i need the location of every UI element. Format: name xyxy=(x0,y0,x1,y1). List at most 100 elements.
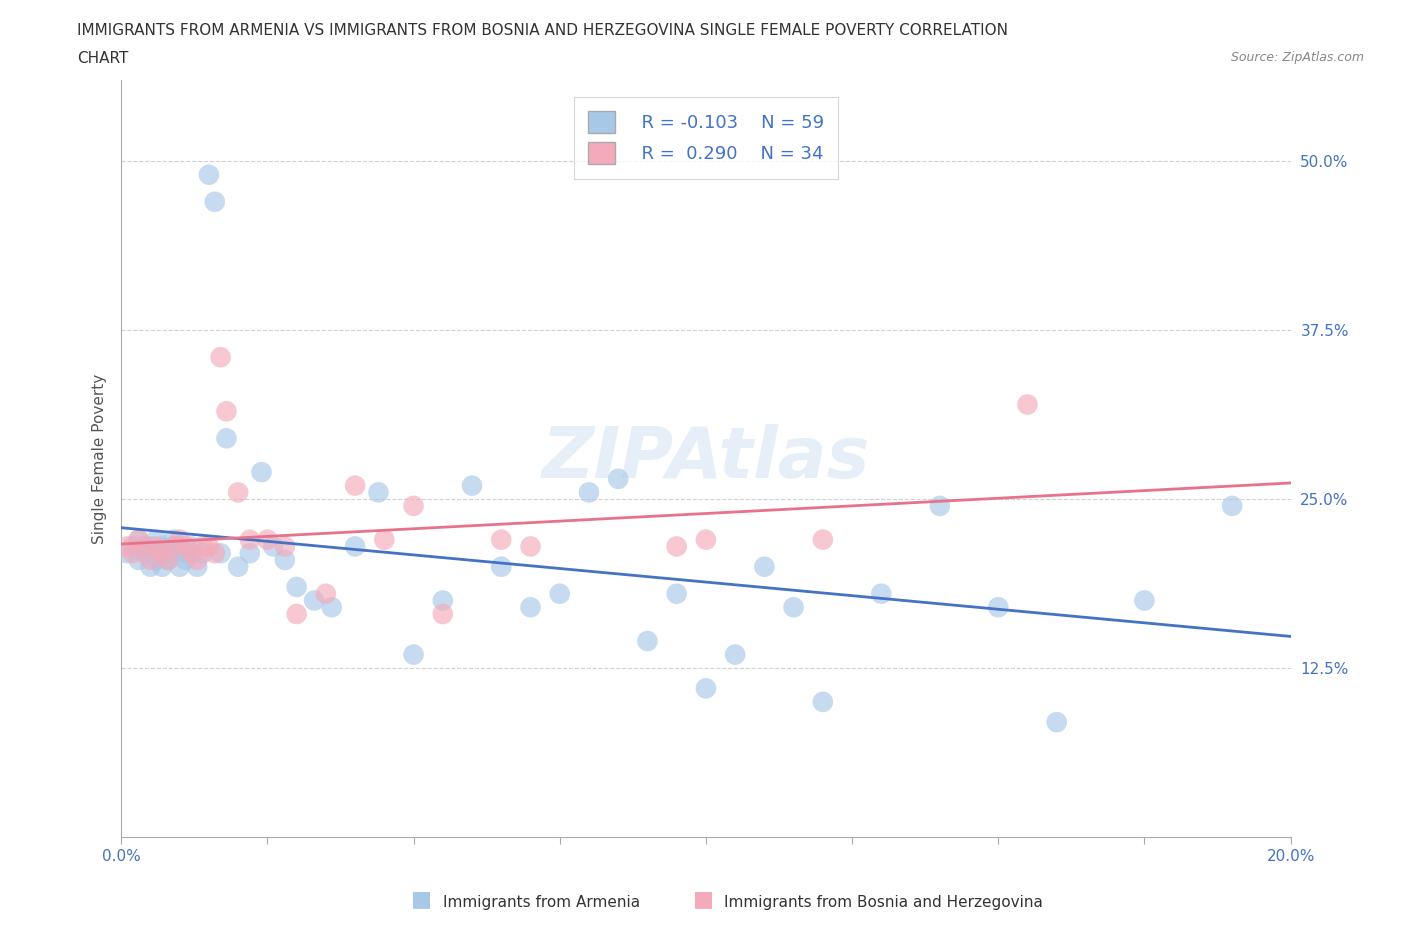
Point xyxy=(150,546,173,561)
Point xyxy=(344,539,367,554)
Point xyxy=(215,404,238,418)
Point xyxy=(156,552,179,567)
Point xyxy=(665,539,688,554)
Point xyxy=(811,695,834,710)
Point xyxy=(1220,498,1243,513)
Point xyxy=(782,600,804,615)
Point xyxy=(145,532,167,547)
Point xyxy=(519,539,541,554)
Point xyxy=(150,539,173,554)
Point xyxy=(128,552,150,567)
Point xyxy=(198,539,221,554)
Point xyxy=(180,546,202,561)
Point xyxy=(987,600,1010,615)
Text: ZIPAtlas: ZIPAtlas xyxy=(541,424,870,493)
Point xyxy=(665,586,688,601)
Point xyxy=(491,559,513,574)
Point xyxy=(1046,715,1069,730)
Point xyxy=(169,539,191,554)
Point xyxy=(461,478,484,493)
Point xyxy=(695,681,717,696)
Point xyxy=(198,167,221,182)
Point xyxy=(315,586,337,601)
Point xyxy=(191,539,214,554)
Point xyxy=(169,532,191,547)
Point xyxy=(226,559,249,574)
Point xyxy=(134,546,156,561)
Point xyxy=(491,532,513,547)
Point xyxy=(636,633,658,648)
Point xyxy=(578,485,600,499)
Point xyxy=(128,532,150,547)
Point xyxy=(134,539,156,554)
Point xyxy=(870,586,893,601)
Point xyxy=(174,539,197,554)
Point xyxy=(204,546,226,561)
Point xyxy=(186,552,208,567)
Text: CHART: CHART xyxy=(77,51,129,66)
Point xyxy=(811,532,834,547)
Point xyxy=(239,532,262,547)
Point xyxy=(145,552,167,567)
Point xyxy=(150,559,173,574)
Point xyxy=(519,600,541,615)
Point xyxy=(139,559,162,574)
Point xyxy=(174,552,197,567)
Point xyxy=(274,552,297,567)
Point xyxy=(373,532,395,547)
Point xyxy=(139,539,162,554)
Point xyxy=(150,546,173,561)
Text: ■: ■ xyxy=(693,889,713,910)
Point xyxy=(1133,593,1156,608)
Point xyxy=(209,350,232,365)
Point xyxy=(754,559,776,574)
Point xyxy=(250,465,273,480)
Point xyxy=(607,472,630,486)
Point xyxy=(163,539,186,554)
Point xyxy=(302,593,325,608)
Text: Source: ZipAtlas.com: Source: ZipAtlas.com xyxy=(1230,51,1364,64)
Point xyxy=(724,647,747,662)
Point xyxy=(321,600,343,615)
Point xyxy=(239,546,262,561)
Point xyxy=(180,539,202,554)
Point xyxy=(191,546,214,561)
Point xyxy=(115,539,138,554)
Text: Immigrants from Armenia: Immigrants from Armenia xyxy=(443,895,640,910)
Point xyxy=(262,539,284,554)
Point xyxy=(163,532,186,547)
Point xyxy=(432,606,454,621)
Point xyxy=(928,498,950,513)
Point xyxy=(548,586,571,601)
Point xyxy=(186,559,208,574)
Legend:   R = -0.103    N = 59,   R =  0.290    N = 34: R = -0.103 N = 59, R = 0.290 N = 34 xyxy=(574,97,838,179)
Text: IMMIGRANTS FROM ARMENIA VS IMMIGRANTS FROM BOSNIA AND HERZEGOVINA SINGLE FEMALE : IMMIGRANTS FROM ARMENIA VS IMMIGRANTS FR… xyxy=(77,23,1008,38)
Point xyxy=(285,606,308,621)
Point xyxy=(695,532,717,547)
Point xyxy=(174,546,197,561)
Point xyxy=(402,647,425,662)
Point xyxy=(122,539,145,554)
Point xyxy=(139,552,162,567)
Point xyxy=(1017,397,1039,412)
Point xyxy=(209,546,232,561)
Point xyxy=(169,559,191,574)
Point xyxy=(256,532,278,547)
Point xyxy=(115,546,138,561)
Point xyxy=(432,593,454,608)
Text: ■: ■ xyxy=(412,889,432,910)
Point xyxy=(285,579,308,594)
Point xyxy=(215,431,238,445)
Point xyxy=(402,498,425,513)
Point xyxy=(156,546,179,561)
Point xyxy=(163,539,186,554)
Text: Immigrants from Bosnia and Herzegovina: Immigrants from Bosnia and Herzegovina xyxy=(724,895,1043,910)
Point xyxy=(367,485,389,499)
Point xyxy=(274,539,297,554)
Point xyxy=(226,485,249,499)
Point xyxy=(156,552,179,567)
Point xyxy=(344,478,367,493)
Point xyxy=(128,532,150,547)
Point xyxy=(145,539,167,554)
Y-axis label: Single Female Poverty: Single Female Poverty xyxy=(93,374,107,544)
